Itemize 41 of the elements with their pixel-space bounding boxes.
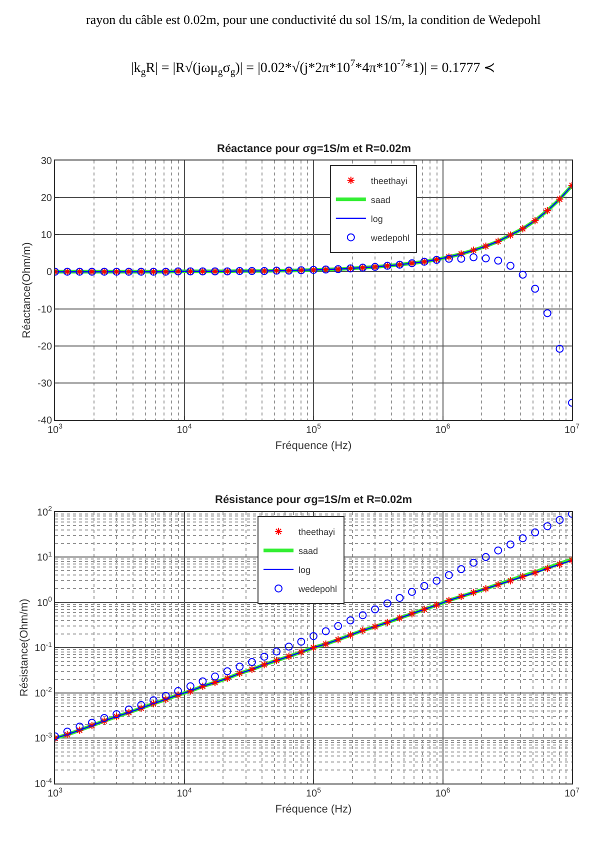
x-tick-label: 10$^{5}$: [306, 787, 322, 800]
chart-title: Résistance pour σg=1S/m et R=0.02m: [215, 494, 412, 506]
y-axis-title: Réactance(Ohm/m): [21, 242, 34, 338]
x-axis-title: Fréquence (Hz): [275, 804, 352, 816]
x-tick-label: 10$^{4}$: [176, 787, 192, 800]
x-tick-label: 10$^{5}$: [306, 424, 322, 436]
y-tick-label: 10$^{2}$: [36, 506, 52, 518]
text: |k$_{g}$R| = |R√(jωμ$_{g}$σ$_{g}$)| = |0.02*√(j*2π*10$^{7}$*4π*10$^{-7}$*1)| = 0.1777 ≺: [131, 58, 496, 78]
legend-label: log: [370, 214, 383, 224]
y-tick-label: 20: [40, 193, 52, 204]
y-tick-label: 10$^{1}$: [36, 551, 52, 564]
y-tick-label: 10: [40, 230, 52, 242]
x-tick-label: 10$^{6}$: [435, 424, 450, 436]
legend-label: theethayi: [298, 526, 336, 537]
y-tick-label: -40: [38, 415, 52, 426]
y-tick-label: 10$^{-2}$: [34, 687, 52, 700]
y-tick-label: -20: [38, 341, 52, 352]
legend-label: saad: [298, 546, 318, 556]
y-tick-label: 10$^{-3}$: [34, 732, 52, 745]
y-tick-label: 10$^{0}$: [36, 596, 52, 609]
x-axis-title: Fréquence (Hz): [275, 440, 352, 452]
y-tick-label: 10$^{-4}$: [34, 778, 52, 790]
x-tick-label: 10$^{3}$: [47, 787, 63, 800]
y-tick-label: 0: [46, 267, 52, 278]
x-tick-label: 10$^{7}$: [564, 787, 580, 800]
legend-label: log: [298, 564, 311, 575]
text: rayon du câble est 0.02m, pour une conductivité du sol 1S/m, la condition de Wedepohl: [86, 12, 542, 27]
x-tick-label: 10$^{3}$: [47, 424, 63, 436]
x-tick-label: 10$^{6}$: [435, 787, 450, 800]
legend-label: saad: [370, 194, 390, 205]
x-tick-label: 10$^{4}$: [176, 424, 192, 436]
chart-title: Réactance pour σg=1S/m et R=0.02m: [217, 143, 412, 155]
legend-label: wedepohl: [370, 232, 410, 243]
legend-label: theethayi: [370, 176, 408, 186]
y-tick-label: 10$^{-1}$: [34, 642, 52, 654]
y-tick-label: -30: [38, 378, 52, 390]
x-tick-label: 10$^{7}$: [564, 424, 580, 436]
y-tick-label: 30: [40, 156, 52, 168]
legend-label: wedepohl: [298, 584, 338, 594]
y-axis-title: Résistance(Ohm/m): [18, 598, 30, 697]
y-tick-label: -10: [38, 304, 52, 316]
